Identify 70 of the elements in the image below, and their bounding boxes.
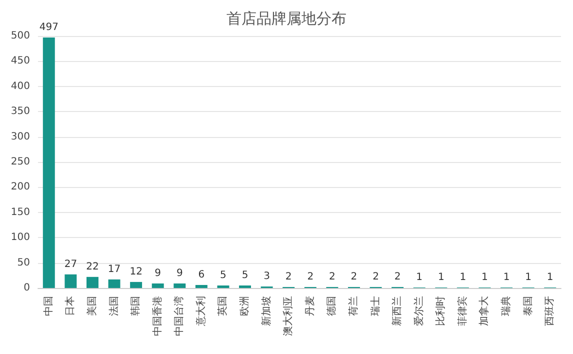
y-tick-label: 500 (10, 30, 30, 42)
bar (217, 285, 230, 288)
data-label: 1 (460, 272, 466, 283)
chart-title: 首店品牌属地分布 (226, 10, 346, 28)
bar (108, 279, 120, 288)
bar (86, 276, 98, 288)
x-tick-label: 中国 (42, 296, 54, 316)
bar (174, 283, 186, 288)
x-tick-label: 西班牙 (544, 296, 556, 326)
x-tick-label: 比利时 (434, 296, 447, 326)
data-label: 6 (198, 269, 205, 280)
x-tick-label: 日本 (64, 296, 76, 316)
y-tick-label: 250 (10, 156, 30, 168)
bar (42, 38, 55, 288)
data-label: 497 (39, 22, 58, 34)
x-tick-label: 爱尔兰 (412, 296, 425, 326)
data-label: 2 (394, 271, 401, 282)
data-label: 1 (416, 272, 423, 283)
y-tick-label: 100 (10, 232, 30, 244)
bar (152, 283, 164, 288)
y-tick-label: 0 (24, 282, 30, 294)
x-tick-label: 加拿大 (478, 296, 490, 326)
x-tick-label: 丹麦 (304, 296, 316, 316)
data-label: 17 (108, 264, 121, 275)
x-tick-label: 英国 (216, 296, 229, 316)
bar (130, 282, 142, 288)
data-label: 1 (482, 272, 488, 283)
bar (195, 284, 208, 288)
data-label: 1 (525, 272, 532, 283)
y-tick-label: 350 (10, 106, 30, 118)
x-tick-label: 新加坡 (260, 296, 272, 326)
y-tick-label: 400 (10, 80, 30, 92)
x-tick-label: 欧洲 (238, 296, 251, 316)
data-label: 5 (242, 270, 248, 281)
data-label: 1 (503, 272, 510, 283)
x-tick-label: 瑞士 (369, 296, 382, 316)
x-tick-label: 泰国 (522, 296, 534, 316)
data-label: 22 (86, 261, 99, 272)
data-label: 1 (438, 272, 444, 283)
data-label: 2 (329, 271, 336, 282)
x-tick-label: 德国 (326, 296, 338, 316)
bar (239, 285, 252, 288)
x-tick-label: 菲律宾 (456, 296, 468, 326)
data-label: 27 (64, 258, 78, 270)
x-tick-label: 意大利 (194, 296, 207, 327)
x-tick-label: 中国台湾 (173, 296, 186, 336)
data-label: 2 (372, 271, 379, 282)
x-tick-label: 澳大利亚 (282, 296, 294, 336)
bar (64, 274, 77, 288)
x-tick-label: 新西兰 (391, 296, 404, 326)
x-tick-label: 韩国 (130, 296, 142, 316)
x-tick-label: 中国香港 (151, 296, 164, 336)
x-tick-label: 荷兰 (347, 296, 360, 316)
y-tick-label: 50 (17, 257, 30, 268)
data-label: 9 (176, 268, 183, 279)
x-tick-label: 美国 (86, 296, 98, 316)
y-tick-label: 150 (10, 206, 30, 218)
y-tick-label: 200 (10, 182, 30, 193)
data-label: 2 (285, 271, 292, 282)
data-label: 2 (307, 271, 314, 282)
data-label: 12 (130, 266, 142, 278)
data-label: 1 (546, 272, 554, 283)
y-tick-label: 450 (10, 56, 30, 67)
data-label: 2 (350, 271, 358, 282)
x-tick-label: 法国 (108, 296, 120, 316)
data-label: 9 (154, 268, 162, 279)
data-label: 5 (220, 270, 226, 281)
x-tick-label: 瑞典 (500, 296, 512, 316)
y-tick-label: 300 (10, 131, 30, 142)
data-label: 3 (264, 270, 270, 282)
